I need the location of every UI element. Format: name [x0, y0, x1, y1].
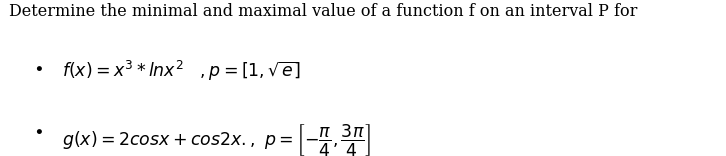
Text: $f(x) = x^3 * \mathit{ln}x^2$   $,p = [1, \sqrt{e}]$: $f(x) = x^3 * \mathit{ln}x^2$ $,p = [1, … — [62, 59, 301, 83]
Text: $\bullet$: $\bullet$ — [33, 122, 43, 139]
Text: Determine the minimal and maximal value of a function f on an interval P for: Determine the minimal and maximal value … — [9, 3, 637, 20]
Text: $g(x) = 2cosx + cos2x.,\ p = \left[-\dfrac{\pi}{4}, \dfrac{3\pi}{4}\right]$: $g(x) = 2cosx + cos2x.,\ p = \left[-\dfr… — [62, 122, 371, 156]
Text: $\bullet$: $\bullet$ — [33, 59, 43, 76]
